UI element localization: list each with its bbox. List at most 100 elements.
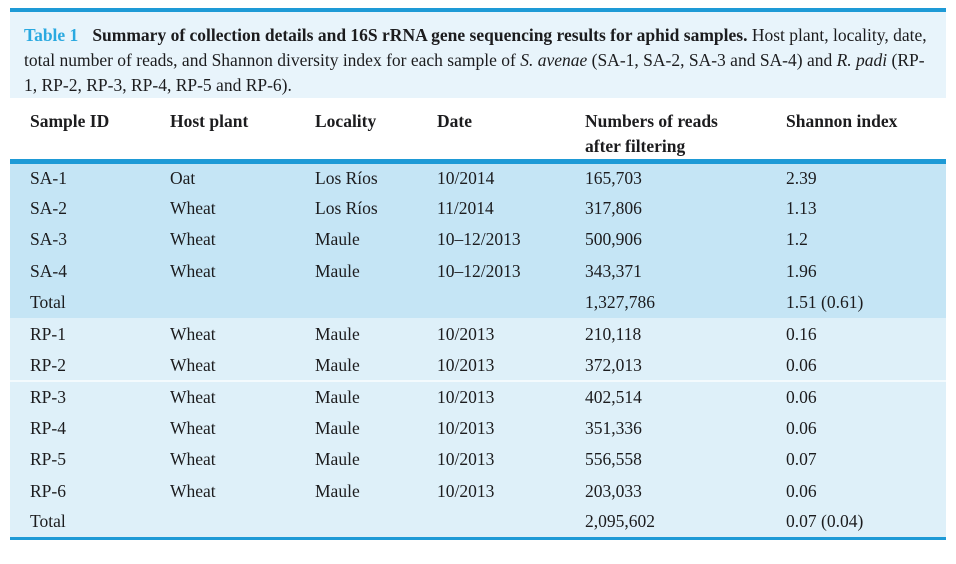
cell-locality — [315, 287, 437, 319]
table-row-total-sa: Total 1,327,786 1.51 (0.61) — [10, 287, 946, 319]
cell-host-plant: Wheat — [170, 444, 315, 476]
table-body: SA-1 Oat Los Ríos 10/2014 165,703 2.39 S… — [10, 161, 946, 540]
col-header-shannon: Shannon index — [786, 98, 946, 162]
table-row-rp-4: RP-4 Wheat Maule 10/2013 351,336 0.06 — [10, 412, 946, 445]
caption-species-a: S. avenae — [520, 50, 588, 70]
cell-locality: Maule — [315, 380, 437, 413]
table-row-rp-6: RP-6 Wheat Maule 10/2013 203,033 0.06 — [10, 475, 946, 507]
cell-host-plant — [170, 506, 315, 540]
cell-host-plant: Wheat — [170, 412, 315, 445]
cell-date: 10/2013 — [437, 475, 585, 507]
cell-reads: 2,095,602 — [585, 506, 786, 540]
cell-locality: Los Ríos — [315, 161, 437, 193]
cell-reads: 556,558 — [585, 444, 786, 476]
cell-reads: 372,013 — [585, 349, 786, 382]
cell-locality: Maule — [315, 224, 437, 256]
cell-sample-id: SA-4 — [10, 255, 170, 288]
col-header-sample-id: Sample ID — [10, 98, 170, 162]
table-caption: Table 1 Summary of collection details and… — [10, 8, 946, 98]
table-row-rp-1: RP-1 Wheat Maule 10/2013 210,118 0.16 — [10, 318, 946, 350]
table-row-sa-2: SA-2 Wheat Los Ríos 11/2014 317,806 1.13 — [10, 192, 946, 225]
cell-locality: Los Ríos — [315, 192, 437, 225]
cell-sample-id: RP-6 — [10, 475, 170, 507]
cell-locality: Maule — [315, 318, 437, 350]
data-table: Sample ID Host plant Locality Date Numbe… — [10, 98, 946, 540]
cell-date — [437, 287, 585, 319]
table-row-sa-4: SA-4 Wheat Maule 10–12/2013 343,371 1.96 — [10, 255, 946, 288]
cell-reads: 210,118 — [585, 318, 786, 350]
cell-shannon: 0.06 — [786, 349, 946, 382]
cell-date: 10–12/2013 — [437, 224, 585, 256]
cell-host-plant: Wheat — [170, 475, 315, 507]
cell-host-plant: Wheat — [170, 380, 315, 413]
cell-date: 10/2013 — [437, 318, 585, 350]
cell-date: 10–12/2013 — [437, 255, 585, 288]
cell-shannon: 0.06 — [786, 380, 946, 413]
cell-sample-id: RP-5 — [10, 444, 170, 476]
caption-body-prefix: Host plant, locality, date, total number… — [24, 25, 927, 70]
cell-host-plant: Wheat — [170, 192, 315, 225]
cell-sample-id: RP-2 — [10, 349, 170, 382]
cell-date: 10/2013 — [437, 444, 585, 476]
cell-host-plant: Wheat — [170, 318, 315, 350]
cell-sample-id: Total — [10, 287, 170, 319]
cell-host-plant: Wheat — [170, 255, 315, 288]
cell-host-plant: Wheat — [170, 349, 315, 382]
table-header: Sample ID Host plant Locality Date Numbe… — [10, 98, 946, 162]
caption-title: Summary of collection details and 16S rR… — [92, 25, 748, 45]
col-header-locality: Locality — [315, 98, 437, 162]
table-row-rp-3: RP-3 Wheat Maule 10/2013 402,514 0.06 — [10, 380, 946, 413]
cell-locality — [315, 506, 437, 540]
table-label: Table 1 — [24, 25, 79, 45]
cell-shannon: 0.06 — [786, 412, 946, 445]
cell-sample-id: Total — [10, 506, 170, 540]
cell-date — [437, 506, 585, 540]
cell-sample-id: SA-2 — [10, 192, 170, 225]
cell-date: 10/2014 — [437, 161, 585, 193]
cell-locality: Maule — [315, 475, 437, 507]
cell-date: 11/2014 — [437, 192, 585, 225]
col-header-date: Date — [437, 98, 585, 162]
cell-shannon: 0.06 — [786, 475, 946, 507]
table-figure: Table 1 Summary of collection details and… — [10, 8, 946, 540]
cell-sample-id: SA-1 — [10, 161, 170, 193]
table-row-rp-5: RP-5 Wheat Maule 10/2013 556,558 0.07 — [10, 444, 946, 476]
col-header-host-plant: Host plant — [170, 98, 315, 162]
cell-shannon: 1.2 — [786, 224, 946, 256]
page: Table 1 Summary of collection details and… — [10, 8, 946, 540]
cell-reads: 500,906 — [585, 224, 786, 256]
cell-reads: 1,327,786 — [585, 287, 786, 319]
caption-body-suffix: (RP-1, RP-2, RP-3, RP-4, RP-5 and RP-6). — [24, 50, 925, 95]
table-row-sa-1: SA-1 Oat Los Ríos 10/2014 165,703 2.39 — [10, 161, 946, 193]
cell-sample-id: RP-4 — [10, 412, 170, 445]
cell-shannon: 0.07 (0.04) — [786, 506, 946, 540]
caption-species-b: R. padi — [836, 50, 888, 70]
cell-shannon: 0.16 — [786, 318, 946, 350]
cell-shannon: 0.07 — [786, 444, 946, 476]
cell-date: 10/2013 — [437, 380, 585, 413]
cell-reads: 402,514 — [585, 380, 786, 413]
cell-host-plant — [170, 287, 315, 319]
header-row: Sample ID Host plant Locality Date Numbe… — [10, 98, 946, 162]
cell-shannon: 1.96 — [786, 255, 946, 288]
cell-sample-id: RP-1 — [10, 318, 170, 350]
cell-sample-id: RP-3 — [10, 380, 170, 413]
table-row-sa-3: SA-3 Wheat Maule 10–12/2013 500,906 1.2 — [10, 224, 946, 256]
cell-reads: 351,336 — [585, 412, 786, 445]
cell-locality: Maule — [315, 412, 437, 445]
cell-reads: 165,703 — [585, 161, 786, 193]
cell-shannon: 1.51 (0.61) — [786, 287, 946, 319]
cell-locality: Maule — [315, 444, 437, 476]
cell-locality: Maule — [315, 255, 437, 288]
caption-body-mid: (SA-1, SA-2, SA-3 and SA-4) and — [587, 50, 837, 70]
cell-host-plant: Wheat — [170, 224, 315, 256]
cell-reads: 203,033 — [585, 475, 786, 507]
col-header-reads: Numbers of reads after filtering — [585, 98, 786, 162]
cell-date: 10/2013 — [437, 412, 585, 445]
cell-host-plant: Oat — [170, 161, 315, 193]
cell-reads: 317,806 — [585, 192, 786, 225]
table-row-rp-2: RP-2 Wheat Maule 10/2013 372,013 0.06 — [10, 349, 946, 382]
cell-shannon: 2.39 — [786, 161, 946, 193]
table-row-total-rp: Total 2,095,602 0.07 (0.04) — [10, 506, 946, 540]
cell-date: 10/2013 — [437, 349, 585, 382]
